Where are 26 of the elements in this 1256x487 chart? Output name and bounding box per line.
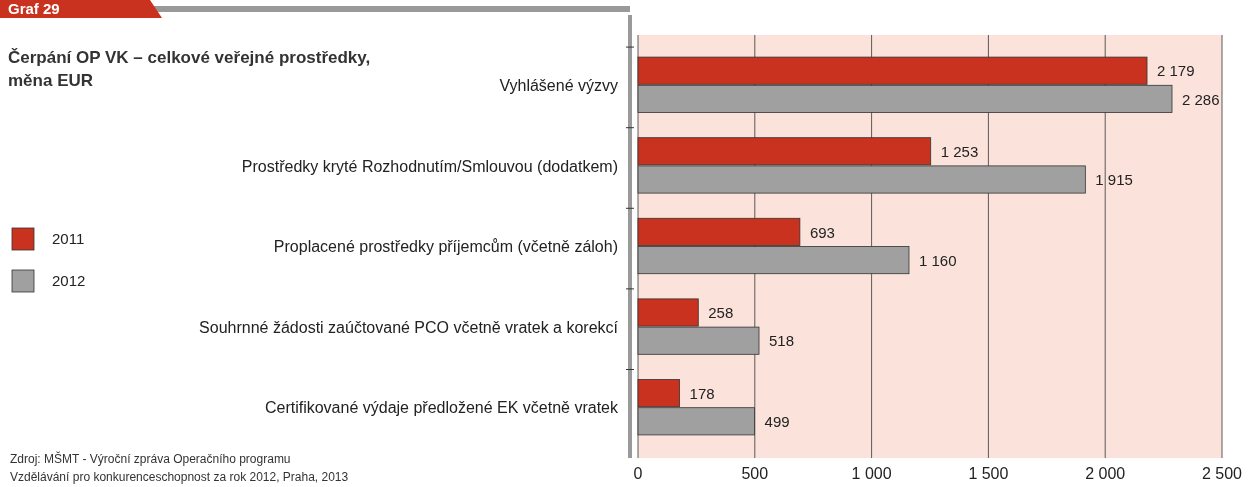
data-label: 518 — [769, 332, 795, 350]
x-tick-label: 2 000 — [1085, 465, 1126, 482]
y-tick-label: Certifikované výdaje předložené EK včetně vratek — [264, 399, 619, 417]
data-label: 2 179 — [1157, 62, 1195, 80]
x-tick-label: 1 500 — [968, 465, 1009, 482]
y-tick-label: Proplacené prostředky příjemcům (včetně záloh) — [273, 238, 618, 256]
text: Graf 29 — [8, 0, 60, 17]
data-label: 693 — [809, 223, 835, 241]
x-tick-label: 2 500 — [1201, 465, 1243, 482]
data-label: 1 253 — [940, 143, 979, 161]
x-tick-label: 500 — [741, 465, 769, 482]
legend-label: 2012 — [52, 272, 86, 290]
data-label: 178 — [689, 384, 715, 402]
text: Zdroj: MŠMT - Výroční zpráva Operačního programu Vzdělávání pro konkurenceschopnost za rok 2012, Praha, 2013 — [10, 451, 349, 484]
data-label: 1 160 — [918, 251, 957, 269]
legend-label: 2011 — [52, 230, 85, 248]
x-tick-label: 0 — [633, 465, 643, 482]
y-tick-label: Vyhlášené výzvy — [499, 76, 618, 94]
data-label: 258 — [708, 304, 734, 322]
data-label: 499 — [764, 413, 790, 431]
x-tick-label: 1 000 — [851, 465, 892, 482]
data-label: 2 286 — [1182, 90, 1220, 108]
y-tick-label: Prostředky kryté Rozhodnutím/Smlouvou (dodatkem) — [241, 157, 618, 175]
text: Čerpání OP VK – celkové veřejné prostředky, měna EUR — [8, 48, 371, 90]
y-tick-label: Souhrnné žádosti zaúčtované PCO včetně vratek a korekcí — [199, 318, 619, 336]
data-label: 1 915 — [1095, 171, 1133, 189]
